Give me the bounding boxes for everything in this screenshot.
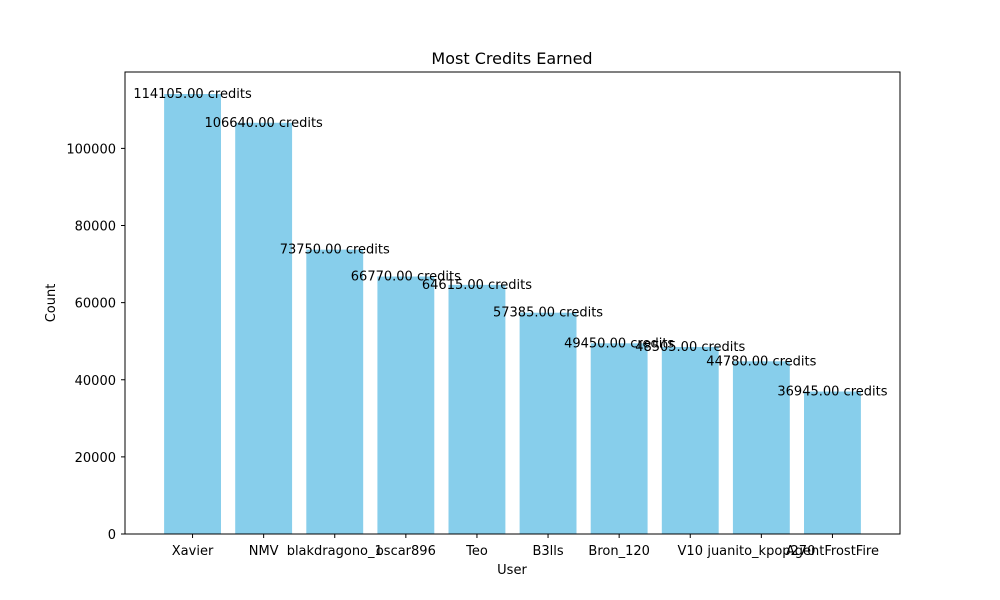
x-tick-label: Bron_120 [588,544,649,559]
data-label: 36945.00 credits [777,385,887,400]
bar-Bron_120 [590,343,648,534]
y-axis-label: Count [44,284,59,323]
data-label: 64615.00 credits [422,278,532,293]
bar-juanito_kpop270 [732,361,790,534]
y-tick-label: 20000 [75,451,116,466]
data-label: 44780.00 credits [706,354,816,369]
x-tick-label: juanito_kpop270 [706,544,815,559]
data-labels-group: 114105.00 credits 106640.00 credits 73750.… [133,87,887,400]
bars-group [164,93,861,534]
data-label: 48505.00 credits [635,340,745,355]
bar-Xavier [164,93,221,534]
data-label: 57385.00 credits [493,306,603,321]
data-label: 114105.00 credits [133,87,252,102]
data-label: 73750.00 credits [280,243,390,258]
bar-blakdragono_1 [306,249,364,534]
x-tick-label: B3lls [532,544,563,559]
x-tick-label: NMV [249,544,279,559]
data-label: 49450.00 credits [564,336,674,351]
y-tick-label: 100000 [66,142,116,157]
y-tick-label: 40000 [75,374,116,389]
x-tick-label: Xavier [172,544,214,559]
x-tick-label: Teo [465,544,488,559]
y-tick-label: 60000 [75,297,116,312]
y-tick-label: 0 [108,528,116,543]
x-tick-label: V10 [678,544,703,559]
bar-AgentFrostFire [804,391,861,534]
y-tick-label: 80000 [75,220,116,235]
chart-title: Most Credits Earned [431,49,592,68]
bar-B3lls [519,312,577,534]
x-axis-label: User [497,563,527,578]
bar-Teo [448,284,506,534]
plot-area-frame [124,71,901,535]
x-tick-label: oscar896 [376,544,436,559]
x-tick-label: AgentFrostFire [786,544,879,559]
bar-NMV [235,122,293,534]
bar-oscar896 [377,276,435,534]
data-label: 106640.00 credits [204,116,323,131]
data-label: 66770.00 credits [351,270,461,285]
bar-V10 [661,346,719,534]
x-tick-label: blakdragono_1 [287,544,383,559]
